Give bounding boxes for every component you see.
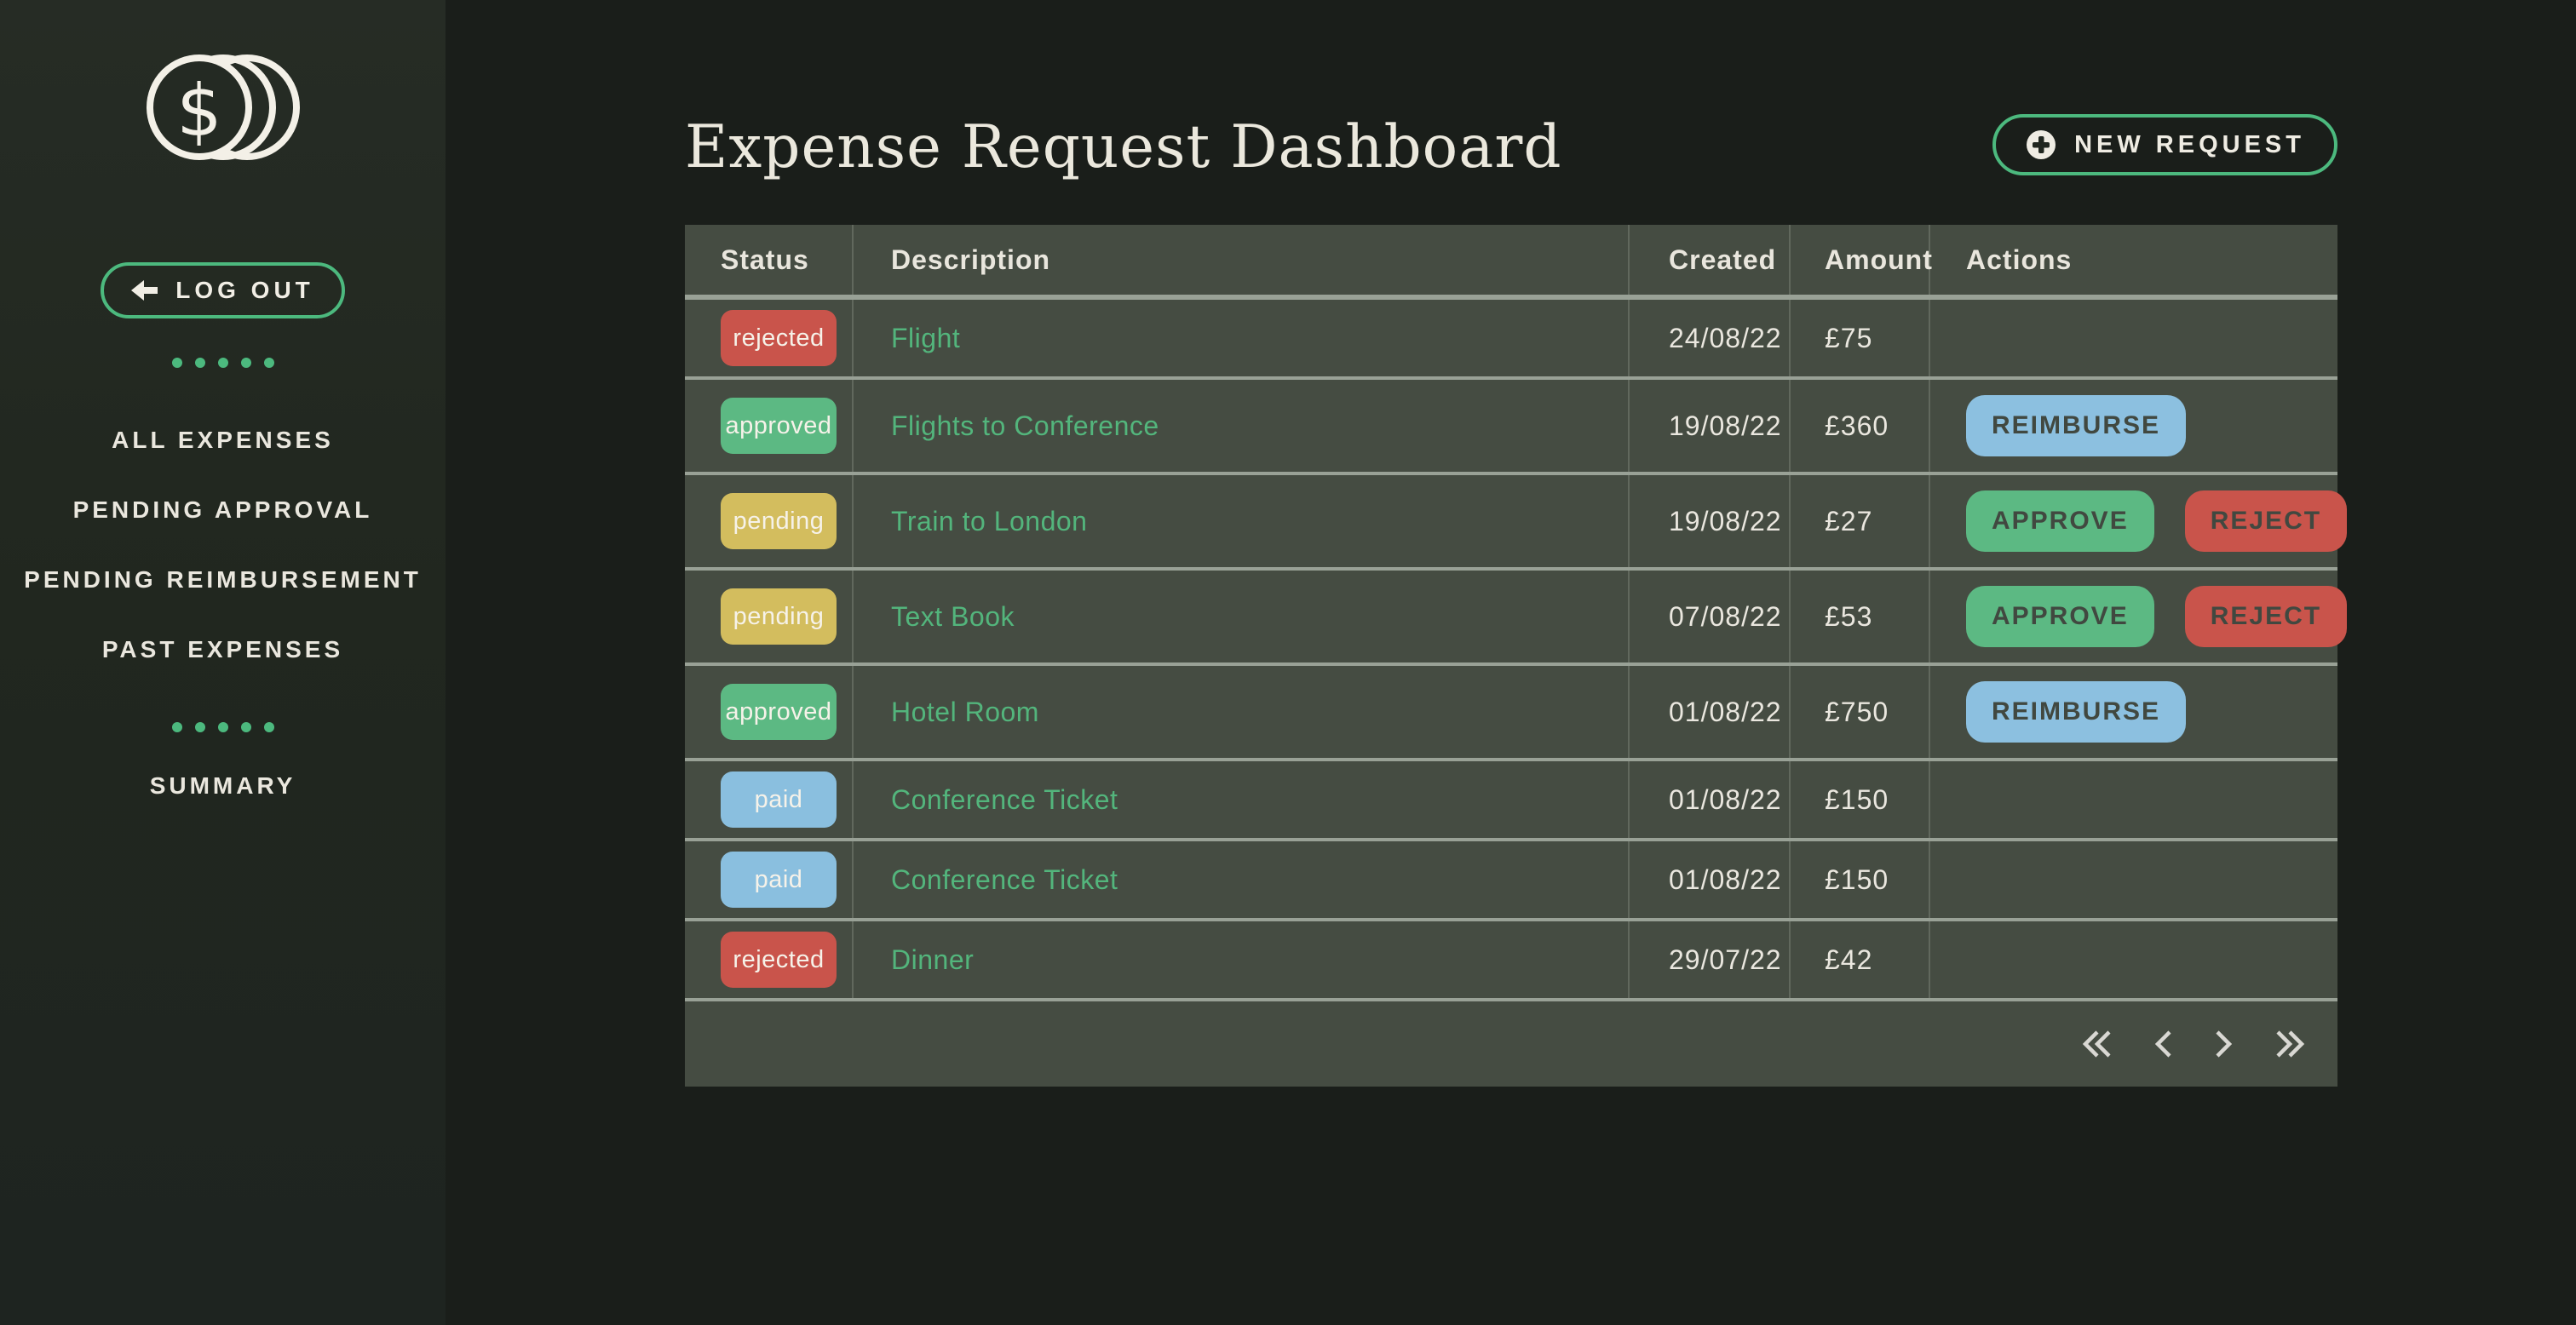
reimburse-button[interactable]: REIMBURSE	[1966, 681, 2187, 743]
reimburse-button[interactable]: REIMBURSE	[1966, 395, 2187, 457]
amount-value: £27	[1825, 505, 1873, 536]
sidebar-item-pending-reimbursement[interactable]: PENDING REIMBURSEMENT	[24, 566, 422, 593]
status-badge: pending	[721, 493, 837, 550]
sidebar: $ LOG OUT ALL EXPENSES PENDING APPROVAL …	[0, 0, 446, 1325]
column-header-status: Status	[685, 225, 854, 295]
next-page-icon[interactable]	[2210, 1029, 2237, 1059]
page-title: Expense Request Dashboard	[685, 113, 1562, 181]
amount-value: £75	[1825, 322, 1873, 353]
table-row: approved Hotel Room 01/08/22 £750 REIMBU…	[685, 666, 2337, 762]
first-page-icon[interactable]	[2079, 1029, 2118, 1059]
status-badge: approved	[721, 398, 837, 455]
sidebar-item-pending-approval[interactable]: PENDING APPROVAL	[72, 496, 373, 523]
description-link[interactable]: Train to London	[891, 505, 1088, 536]
column-header-amount: Amount	[1791, 225, 1932, 295]
sidebar-item-past-expenses[interactable]: PAST EXPENSES	[101, 636, 344, 662]
dots-divider	[171, 358, 274, 368]
description-link[interactable]: Conference Ticket	[891, 863, 1118, 895]
table-row: paid Conference Ticket 01/08/22 £150	[685, 761, 2337, 842]
amount-value: £150	[1825, 783, 1889, 815]
table-row: pending Train to London 19/08/22 £27 APP…	[685, 475, 2348, 571]
logout-label: LOG OUT	[175, 277, 314, 303]
last-page-icon[interactable]	[2269, 1029, 2309, 1059]
status-badge: rejected	[721, 932, 837, 989]
sidebar-item-summary[interactable]: SUMMARY	[149, 772, 296, 799]
logout-button[interactable]: LOG OUT	[101, 262, 345, 318]
amount-value: £53	[1825, 600, 1873, 632]
app-logo: $	[140, 48, 307, 167]
description-link[interactable]: Dinner	[891, 944, 975, 975]
new-request-label: NEW REQUEST	[2074, 130, 2305, 158]
sidebar-nav: ALL EXPENSES PENDING APPROVAL PENDING RE…	[15, 405, 430, 685]
table-footer	[685, 1001, 2337, 1087]
approve-button[interactable]: APPROVE	[1966, 490, 2154, 553]
page-header: Expense Request Dashboard NEW REQUEST	[446, 0, 2576, 181]
plus-icon	[2027, 130, 2056, 159]
description-link[interactable]: Flight	[891, 322, 961, 353]
status-badge: approved	[721, 684, 837, 741]
table-row: rejected Flight 24/08/22 £75	[685, 300, 2337, 381]
description-link[interactable]: Flights to Conference	[891, 410, 1159, 441]
amount-value: £150	[1825, 863, 1889, 895]
amount-value: £750	[1825, 696, 1889, 727]
created-date: 24/08/22	[1669, 322, 1782, 353]
created-date: 01/08/22	[1669, 863, 1782, 895]
reject-button[interactable]: REJECT	[2184, 490, 2348, 553]
description-link[interactable]: Text Book	[891, 600, 1015, 632]
table-row: pending Text Book 07/08/22 £53 APPROVE R…	[685, 571, 2348, 667]
back-arrow-icon	[131, 280, 158, 301]
created-date: 19/08/22	[1669, 505, 1782, 536]
dollar-coins-icon: $	[146, 54, 300, 160]
approve-button[interactable]: APPROVE	[1966, 586, 2154, 648]
sidebar-item-all-expenses[interactable]: ALL EXPENSES	[112, 427, 334, 453]
amount-value: £360	[1825, 410, 1889, 441]
created-date: 19/08/22	[1669, 410, 1782, 441]
column-header-created: Created	[1630, 225, 1791, 295]
created-date: 01/08/22	[1669, 783, 1782, 815]
table-row: paid Conference Ticket 01/08/22 £150	[685, 841, 2337, 922]
new-request-button[interactable]: NEW REQUEST	[1992, 114, 2337, 175]
created-date: 29/07/22	[1669, 944, 1782, 975]
amount-value: £42	[1825, 944, 1873, 975]
status-badge: pending	[721, 588, 837, 645]
column-header-actions: Actions	[1966, 244, 2073, 275]
created-date: 07/08/22	[1669, 600, 1782, 632]
table-row: approved Flights to Conference 19/08/22 …	[685, 380, 2337, 476]
reject-button[interactable]: REJECT	[2184, 586, 2348, 648]
previous-page-icon[interactable]	[2150, 1029, 2177, 1059]
status-badge: paid	[721, 852, 837, 909]
table-row: rejected Dinner 29/07/22 £42	[685, 921, 2337, 1002]
status-badge: paid	[721, 771, 837, 829]
table-header-row: Status Description Created Amount Action…	[685, 225, 2337, 301]
main-content: Expense Request Dashboard NEW REQUEST St…	[446, 0, 2576, 1325]
description-link[interactable]: Hotel Room	[891, 696, 1039, 727]
expense-table: Status Description Created Amount Action…	[685, 225, 2348, 1087]
created-date: 01/08/22	[1669, 696, 1782, 727]
dots-divider	[171, 722, 274, 732]
svg-text:$: $	[176, 69, 221, 152]
column-header-description: Description	[854, 225, 1630, 295]
description-link[interactable]: Conference Ticket	[891, 783, 1118, 815]
status-badge: rejected	[721, 310, 837, 367]
